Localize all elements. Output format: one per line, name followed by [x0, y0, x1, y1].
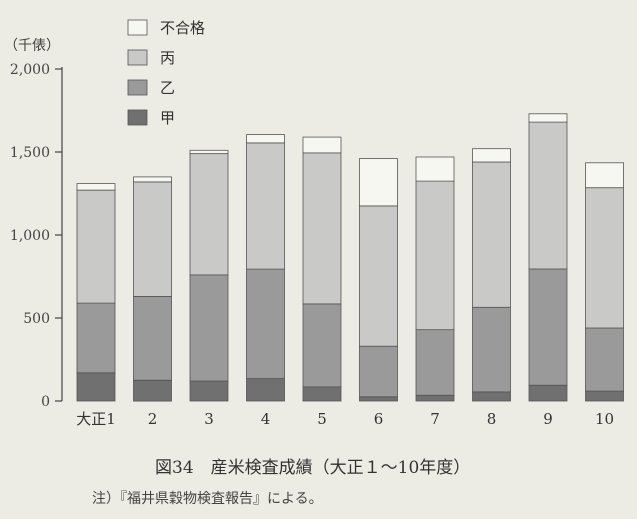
bar-segment [302, 152, 342, 305]
x-tick-label: 2 [148, 410, 158, 428]
bar-segment [415, 180, 455, 331]
bar-segment [415, 394, 455, 402]
bar-segment [585, 187, 624, 329]
figure-note: 注）『福井県穀物検査報告』による。 [92, 491, 323, 507]
bar-segment [302, 386, 342, 402]
legend-swatch [127, 109, 148, 126]
bar-segment [189, 153, 229, 276]
bar-segment [246, 268, 285, 379]
bar-segment [585, 162, 624, 189]
y-tick-label: 0 [41, 394, 50, 410]
bar-segment [246, 134, 285, 144]
bar-segment [415, 156, 455, 182]
y-tick-label: 2,000 [10, 62, 50, 78]
x-tick-label: 6 [374, 410, 384, 428]
bar-segment [246, 378, 285, 402]
plot-area: 0 500 1,000 1,500 2,000 大正1 2 3 4 5 6 7 8 9 10 [10, 62, 624, 428]
bar-segment [133, 379, 172, 402]
bar-segment [528, 384, 568, 402]
bar-segment [528, 268, 568, 386]
bar-segment [359, 158, 398, 207]
legend-swatch [127, 19, 148, 36]
bar-segment [189, 149, 229, 155]
x-tick-label: 10 [595, 410, 614, 428]
x-tick-label: 9 [543, 410, 553, 428]
bar-segment [415, 329, 455, 396]
x-tick-label: 3 [204, 410, 214, 428]
bar-segment [302, 136, 342, 154]
bar-segment [528, 113, 568, 123]
bar-segment [133, 181, 172, 297]
bar-segment [472, 161, 511, 308]
bar-segment [472, 391, 511, 402]
bar-segment [585, 327, 624, 392]
bar-segment [76, 183, 116, 191]
bar-segment [76, 302, 116, 374]
bar-segment [76, 189, 116, 304]
bar-segment [472, 306, 511, 393]
bar-segment [189, 274, 229, 382]
bar-segment [359, 396, 398, 402]
y-tick-label: 1,000 [10, 228, 50, 244]
bar-segment [359, 205, 398, 347]
bar-segment [133, 295, 172, 381]
bar-segment [528, 121, 568, 270]
y-tick-label: 1,500 [10, 145, 50, 161]
legend-label: 乙 [160, 79, 175, 97]
bar-segment [189, 380, 229, 402]
legend-swatch [127, 79, 148, 96]
bar-segment [359, 345, 398, 398]
x-tick-label: 4 [261, 410, 271, 428]
y-unit-label: （千俵） [4, 38, 60, 54]
legend-swatch [127, 49, 148, 66]
legend-label: 甲 [160, 109, 175, 127]
bar-segment [302, 303, 342, 388]
bar-segment [246, 142, 285, 270]
x-tick-label: 7 [430, 410, 440, 428]
bar-segment [133, 176, 172, 183]
y-tick-label: 500 [23, 311, 50, 327]
legend-label: 丙 [160, 49, 175, 67]
x-tick-label: 大正1 [76, 410, 116, 428]
x-tick-label: 8 [487, 410, 497, 428]
x-tick-label: 5 [317, 410, 327, 428]
bar-segment [585, 390, 624, 402]
bar-segment [76, 372, 116, 402]
legend-label: 不合格 [160, 19, 205, 37]
figure-caption: 図34 産米検査成績（大正１〜10年度） [155, 458, 470, 478]
bar-segment [472, 148, 511, 163]
